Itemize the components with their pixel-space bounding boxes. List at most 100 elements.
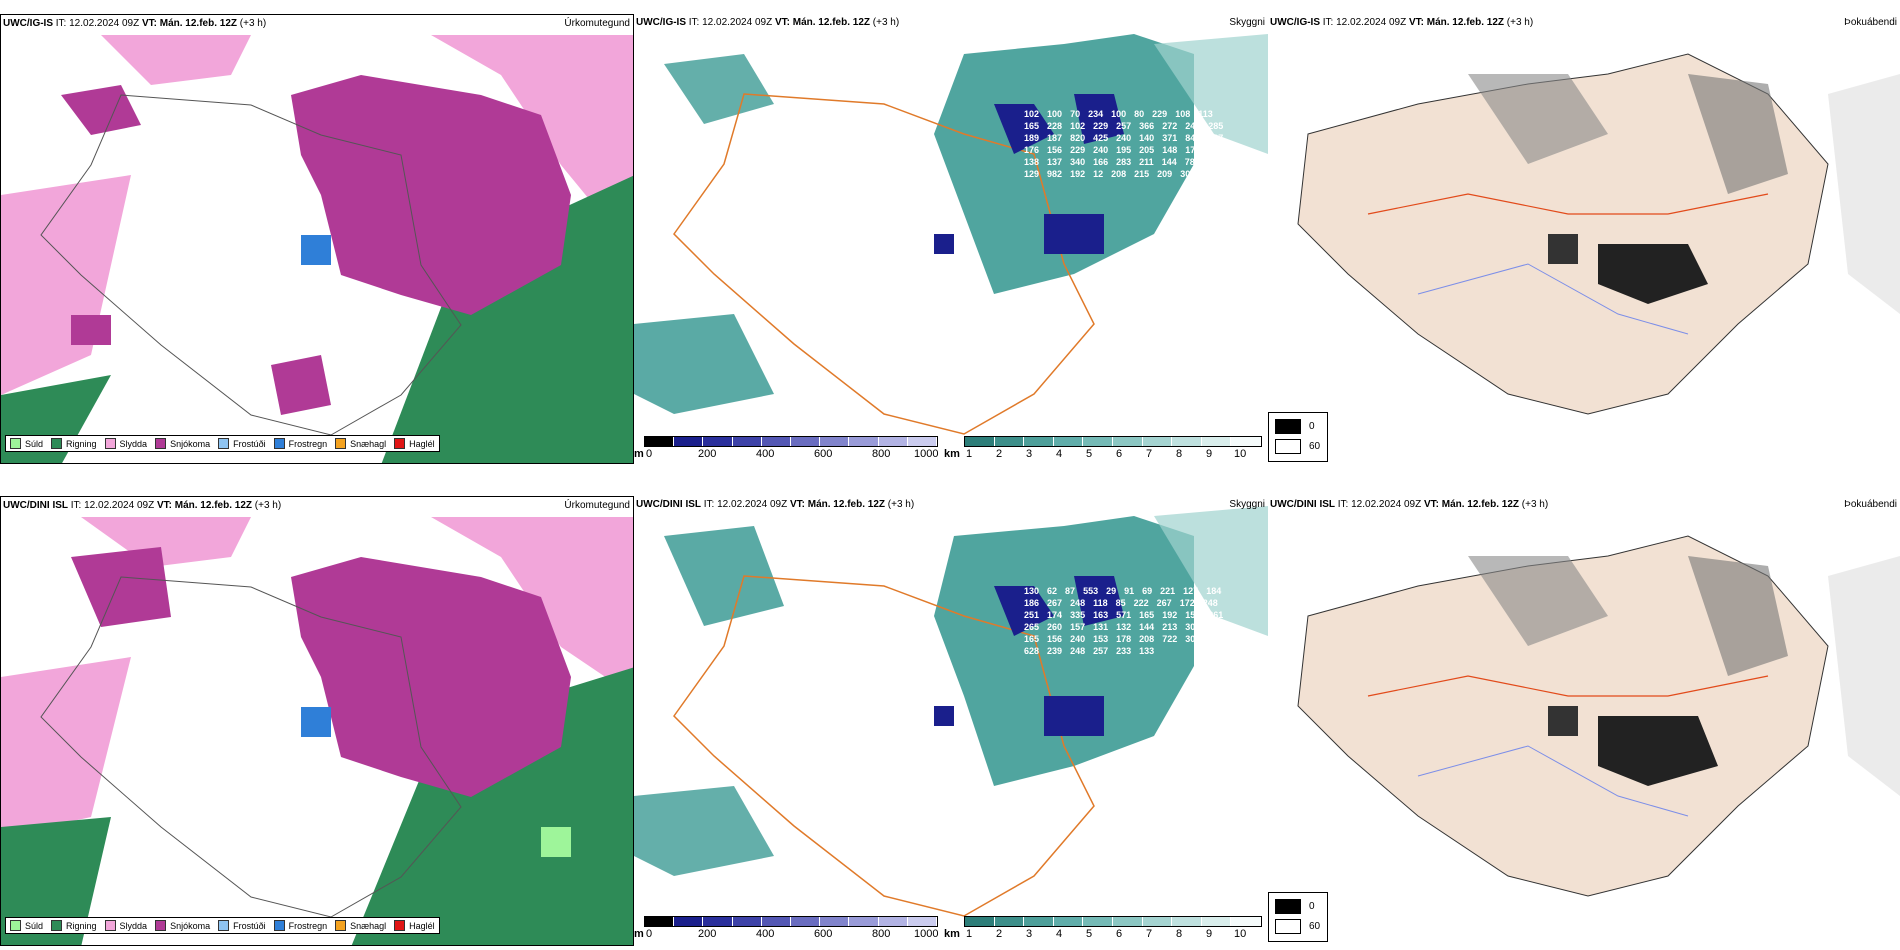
legend-item: Frostúði — [218, 920, 266, 931]
panel-title: Skyggni — [1229, 17, 1265, 28]
colorbar-tick: 7 — [1146, 448, 1153, 460]
colorbar-unit: km — [944, 928, 960, 940]
visibility-label: 820 — [1070, 133, 1086, 143]
legend-item: Frostúði — [218, 438, 266, 449]
colorbar-tick: 800 — [872, 928, 891, 940]
visibility-label: 229 — [1093, 121, 1109, 131]
colorbar-unit: km — [944, 448, 960, 460]
visibility-label: 70 — [1070, 109, 1081, 119]
colorbar-tick: 10 — [1234, 928, 1247, 940]
visibility-label: 247 — [1185, 121, 1201, 131]
visibility-label: 29 — [1106, 586, 1117, 596]
legend-item: Súld — [10, 438, 43, 449]
visibility-label: 157 — [1070, 622, 1086, 632]
colorbar-tick: 8 — [1176, 448, 1183, 460]
visibility-label: 209 — [1157, 169, 1173, 179]
visibility-label: 283 — [1116, 157, 1132, 167]
panel-header: UWC/DINI ISL IT: 12.02.2024 09Z VT: Mán.… — [3, 500, 282, 511]
visibility-label: 229 — [1070, 145, 1086, 155]
colorbar-tick: 400 — [756, 448, 775, 460]
panel-title: Úrkomutegund — [564, 18, 630, 29]
visibility-label: 127 — [1183, 586, 1199, 596]
visibility-label: 186 — [1024, 598, 1040, 608]
colorbar-tick: 4 — [1056, 448, 1063, 460]
legend-item: Slydda — [104, 438, 147, 449]
colorbar-tick: 600 — [814, 448, 833, 460]
visibility-map — [634, 14, 1268, 464]
colorbar-unit: m — [634, 448, 644, 460]
visibility-label: 340 — [1070, 157, 1086, 167]
legend-item: Frostregn — [273, 438, 327, 449]
visibility-label: 366 — [1139, 121, 1155, 131]
colorbar-tick: 200 — [698, 928, 717, 940]
visibility-label: 118 — [1093, 598, 1108, 608]
colorbar-tick: 2 — [996, 448, 1003, 460]
visibility-label: 108 — [1175, 109, 1191, 119]
visibility-label: 192 — [1162, 610, 1178, 620]
visibility-label: 257 — [1116, 121, 1132, 131]
colorbar-tick: 0 — [646, 928, 653, 940]
panel-header: UWC/DINI ISL IT: 12.02.2024 09Z VT: Mán.… — [1270, 499, 1549, 510]
visibility-label: 165 — [1139, 610, 1155, 620]
visibility-label: 248 — [1202, 598, 1218, 608]
visibility-label: 102 — [1024, 109, 1040, 119]
fog-map — [1268, 14, 1900, 464]
visibility-label: 722 — [1162, 634, 1178, 644]
visibility-label: 192 — [1070, 169, 1086, 179]
visibility-panel-row1: UWC/IG-IS IT: 12.02.2024 09Z VT: Mán. 12… — [634, 14, 1268, 464]
visibility-label: 213 — [1162, 622, 1178, 632]
visibility-label: 425 — [1093, 133, 1109, 143]
visibility-label: 129 — [1024, 169, 1040, 179]
visibility-label: 91 — [1124, 586, 1135, 596]
colorbar-tick: 10 — [1234, 448, 1247, 460]
visibility-label: 222 — [1133, 598, 1149, 608]
precip-legend: Súld Rigning Slydda Snjókoma Frostúði Fr… — [5, 917, 440, 934]
visibility-colorbar-row2: km 1 2 3 4 5 6 7 8 9 10 — [944, 916, 1264, 946]
visibility-label: 161 — [1208, 622, 1224, 632]
precip-panel-row1: UWC/IG-IS IT: 12.02.2024 09Z VT: Mán. 12… — [0, 14, 634, 464]
visibility-label: 147 — [1208, 145, 1224, 155]
visibility-label: 132 — [1116, 622, 1132, 632]
visibility-label: 62 — [1047, 586, 1058, 596]
visibility-labels: 130 62 87 553 29 91 69 221 127 184 186 267 248 118 85 2… — [1024, 586, 1234, 786]
visibility-panel-row2: UWC/DINI ISL IT: 12.02.2024 09Z VT: Mán.… — [634, 496, 1268, 946]
fog-legend-row1: 0 60 — [1268, 412, 1328, 462]
visibility-label: 261 — [1208, 610, 1224, 620]
colorbar-tick: 3 — [1026, 448, 1033, 460]
colorbar-tick: 5 — [1086, 448, 1093, 460]
visibility-label: 982 — [1047, 169, 1063, 179]
visibility-label: 85 — [1115, 598, 1126, 608]
legend-item: Rigning — [51, 438, 97, 449]
visibility-label: 229 — [1152, 109, 1168, 119]
panel-title: Þokuábendi — [1844, 499, 1897, 510]
visibility-label: 187 — [1047, 133, 1063, 143]
visibility-label: 176 — [1024, 145, 1040, 155]
colorbar-tick: 400 — [756, 928, 775, 940]
visibility-label: 172 — [1179, 598, 1195, 608]
visibility-label: 148 — [1162, 145, 1178, 155]
visibility-label: 165 — [1024, 121, 1040, 131]
visibility-label: 184 — [1206, 586, 1222, 596]
visibility-label: 240 — [1093, 145, 1109, 155]
visibility-label: 267 — [1156, 598, 1172, 608]
colorbar-tick: 2 — [996, 928, 1003, 940]
legend-item: Slydda — [104, 920, 147, 931]
legend-item: Rigning — [51, 920, 97, 931]
visibility-label: 12 — [1093, 169, 1104, 179]
visibility-label: 221 — [1160, 586, 1176, 596]
legend-item: Snjókoma — [155, 438, 210, 449]
legend-item: Haglél — [394, 438, 435, 449]
colorbar-tick: 4 — [1056, 928, 1063, 940]
visibility-label: 69 — [1142, 586, 1153, 596]
fog-legend-row2: 0 60 — [1268, 892, 1328, 942]
panel-header: UWC/IG-IS IT: 12.02.2024 09Z VT: Mán. 12… — [636, 17, 900, 28]
visibility-label: 192 — [1208, 634, 1224, 644]
precip-panel-row2: UWC/DINI ISL IT: 12.02.2024 09Z VT: Mán.… — [0, 496, 634, 946]
panel-title: Þokuábendi — [1844, 17, 1897, 28]
visibility-label: 251 — [1024, 610, 1040, 620]
visibility-label: 260 — [1047, 622, 1063, 632]
precip-map — [1, 497, 633, 945]
visibility-label: 285 — [1208, 121, 1224, 131]
visibility-label: 163 — [1093, 610, 1109, 620]
visibility-label: 131 — [1093, 622, 1109, 632]
